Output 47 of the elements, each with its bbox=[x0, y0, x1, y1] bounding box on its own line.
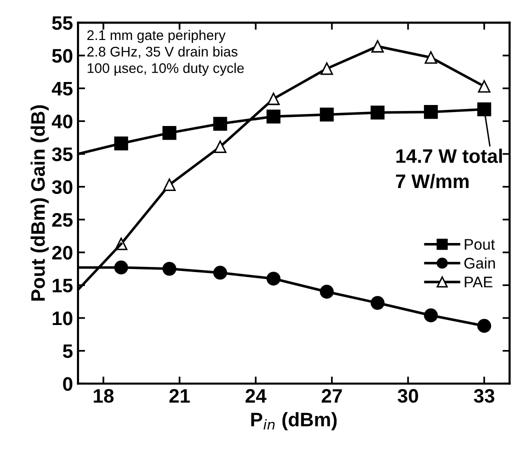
point bbox=[213, 116, 228, 131]
annotation: 14.7 W total 7 W/mm bbox=[396, 148, 502, 188]
point bbox=[478, 80, 490, 93]
x-axis-title: P$_{in}$ (dBm) bbox=[251, 412, 337, 430]
point bbox=[214, 140, 226, 153]
legend-label: Pout bbox=[464, 239, 495, 250]
y-tick-label: 0 bbox=[63, 377, 72, 391]
x-tick-label: 33 bbox=[474, 389, 494, 403]
point bbox=[162, 262, 176, 276]
point bbox=[424, 51, 438, 64]
point bbox=[477, 102, 492, 116]
y-tick-label: 25 bbox=[52, 213, 73, 227]
point bbox=[114, 136, 128, 150]
point bbox=[371, 40, 384, 53]
point bbox=[266, 110, 280, 124]
point bbox=[424, 105, 438, 119]
y-tick-label: 5 bbox=[62, 344, 73, 358]
point bbox=[213, 266, 228, 280]
y-tick-label: 45 bbox=[52, 82, 73, 96]
y-tick-label: 20 bbox=[52, 246, 72, 260]
point bbox=[320, 108, 334, 122]
point bbox=[266, 272, 280, 286]
annotation: 2.1 mm gate periphery 2.8 GHz, 35 V drain bias 100 µsec, 10% duty cycle bbox=[87, 30, 244, 76]
y-axis-title: Pout (dBm) Gain (dB) bbox=[30, 105, 49, 301]
legend-label: Gain bbox=[464, 257, 495, 269]
x-tick-label: 24 bbox=[246, 389, 266, 403]
y-tick-label: 40 bbox=[52, 114, 72, 128]
y-tick-label: 30 bbox=[52, 180, 72, 194]
x-tick-label: 27 bbox=[322, 389, 342, 403]
point bbox=[424, 308, 438, 322]
point bbox=[477, 318, 492, 333]
y-tick-label: 55 bbox=[52, 16, 73, 30]
y-tick-label: 50 bbox=[52, 48, 72, 63]
point bbox=[370, 106, 385, 120]
y-tick-label: 15 bbox=[52, 278, 73, 292]
y-tick-label: 10 bbox=[52, 311, 72, 326]
x-tick-label: 21 bbox=[169, 389, 190, 403]
point bbox=[370, 296, 385, 310]
point bbox=[163, 178, 176, 192]
x-tick-label: 18 bbox=[94, 389, 114, 403]
point bbox=[320, 62, 334, 75]
point bbox=[162, 126, 176, 140]
y-tick-label: 35 bbox=[52, 147, 73, 162]
point bbox=[320, 284, 334, 299]
x-tick-label: 30 bbox=[398, 389, 418, 403]
legend-label: PAE bbox=[464, 276, 492, 288]
point bbox=[267, 92, 280, 106]
